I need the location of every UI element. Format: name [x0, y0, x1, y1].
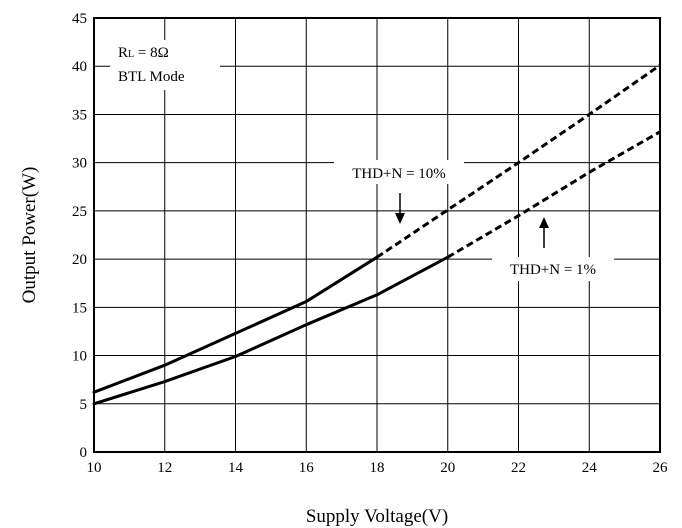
x-tick-labels: 10 12 14 16 18 20 22 24 26: [87, 460, 669, 476]
series-line-1pct-dashed: [446, 130, 661, 259]
y-tick-label: 25: [72, 204, 87, 220]
arrow-up-icon: [539, 217, 549, 248]
x-tick-label: 16: [299, 460, 315, 476]
x-tick-label: 22: [511, 460, 526, 476]
series-label-1pct: THD+N = 1%: [510, 262, 596, 278]
load-condition-label: RL = 8Ω: [118, 45, 169, 61]
arrow-down-icon: [395, 193, 405, 224]
condition-box: [110, 40, 220, 90]
y-tick-label: 5: [80, 397, 88, 413]
y-tick-label: 15: [72, 300, 87, 316]
x-tick-label: 20: [440, 460, 455, 476]
x-tick-label: 14: [228, 460, 244, 476]
x-tick-label: 24: [582, 460, 598, 476]
y-tick-label: 10: [72, 349, 87, 365]
series-label-box-10pct: [334, 160, 464, 184]
x-tick-label: 12: [157, 460, 172, 476]
y-tick-label: 40: [72, 59, 87, 75]
mode-label: BTL Mode: [118, 69, 185, 85]
series-layer: [92, 64, 661, 406]
series-label-box-1pct: [492, 257, 614, 281]
x-axis-title: Supply Voltage(V): [306, 506, 448, 527]
y-tick-label: 35: [72, 107, 87, 123]
series-line-10pct-dashed: [376, 64, 661, 259]
x-tick-label: 18: [370, 460, 385, 476]
series-label-10pct: THD+N = 10%: [352, 166, 446, 182]
y-tick-label: 45: [72, 11, 87, 27]
y-tick-label: 0: [80, 445, 88, 461]
y-tick-label: 30: [72, 156, 87, 172]
series-line-10pct-solid: [92, 255, 379, 394]
y-tick-labels: 0 5 10 15 20 25 30 35 40 45: [72, 11, 87, 461]
x-tick-label: 10: [87, 460, 102, 476]
plot-frame: [93, 17, 661, 453]
y-axis-title: Output Power(W): [19, 167, 40, 304]
x-tick-label: 26: [653, 460, 669, 476]
y-tick-label: 20: [72, 252, 87, 268]
series-line-1pct-solid: [92, 255, 450, 406]
